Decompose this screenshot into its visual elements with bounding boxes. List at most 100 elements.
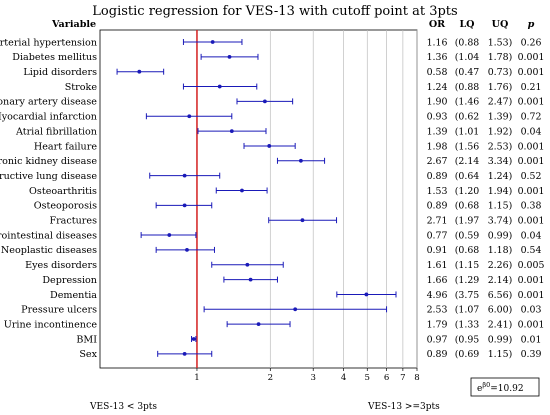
p-value: 0.001	[518, 216, 545, 227]
x-tick-label: 6	[384, 373, 389, 383]
row-label: Atrial fibrillation	[15, 126, 97, 137]
or-point	[185, 248, 189, 252]
uq-column-header: UQ	[492, 19, 509, 30]
row-label: Gastrointestinal diseases	[0, 230, 97, 241]
uq-value: 0.99)	[488, 230, 513, 241]
lq-value: (1.97	[455, 216, 480, 227]
row-label: Diabetes mellitus	[12, 52, 97, 63]
or-value: 1.39	[427, 126, 448, 137]
row-label: Stroke	[65, 82, 98, 93]
x-tick-label: 5	[365, 373, 370, 383]
or-point	[191, 337, 196, 341]
or-point	[240, 188, 244, 193]
lq-value: (0.68	[455, 245, 480, 256]
table-row: Heart failure 1.98 (1.56 2.53) 0.001	[34, 141, 545, 152]
or-point	[364, 292, 369, 297]
p-value: 0.001	[518, 67, 545, 78]
row-label: Depression	[42, 275, 97, 286]
x-tick-label: 3	[310, 373, 315, 383]
p-value: 0.72	[521, 112, 542, 123]
p-value: 0.04	[521, 126, 542, 137]
p-value: 0.001	[518, 275, 545, 286]
or-column-header: OR	[429, 19, 446, 30]
or-point	[167, 233, 172, 237]
row-label: Eyes disorders	[25, 260, 97, 271]
or-value: 0.77	[427, 230, 448, 241]
p-value: 0.04	[521, 230, 542, 241]
uq-value: 6.56)	[488, 290, 513, 301]
row-label: Myocardial infarction	[0, 112, 97, 123]
table-row: Diabetes mellitus 1.36 (1.04 1.78) 0.001	[12, 52, 544, 63]
lq-value: (0.69	[455, 349, 480, 360]
intercept-box: eβ0=10.92	[470, 377, 540, 397]
row-label: Dementia	[50, 290, 97, 301]
uq-value: 1.24)	[488, 171, 513, 182]
table-row: Osteoarthritis 1.53 (1.20 1.94) 0.001	[29, 186, 544, 197]
table-row: Depression 1.66 (1.29 2.14) 0.001	[42, 275, 544, 286]
or-value: 2.71	[427, 216, 448, 227]
p-value: 0.03	[521, 305, 542, 316]
rows: Arterial hypertension 1.16 (0.88 1.53) 0.26 D…	[0, 37, 544, 360]
uq-value: 1.94)	[488, 186, 513, 197]
row-label: Heart failure	[34, 141, 97, 152]
lq-value: (1.46	[455, 97, 480, 108]
or-value: 0.89	[427, 201, 448, 212]
or-point	[229, 129, 234, 134]
or-point	[182, 203, 187, 208]
p-value: 0.38	[521, 201, 542, 212]
or-value: 0.89	[427, 349, 448, 360]
p-value: 0.01	[521, 334, 542, 345]
uq-value: 1.92)	[488, 126, 513, 137]
row-label: BMI	[76, 334, 97, 345]
row-label: Lipid disorders	[23, 67, 97, 78]
uq-value: 2.53)	[488, 141, 513, 152]
or-value: 1.16	[427, 37, 448, 48]
p-value: 0.005	[518, 260, 545, 271]
lq-value: (0.47	[455, 67, 480, 78]
lq-column-header: LQ	[459, 19, 474, 30]
p-value: 0.001	[518, 319, 545, 330]
row-label: Chronic kidney disease	[0, 156, 97, 167]
row-label: Obstructive lung disease	[0, 171, 97, 182]
lq-value: (1.15	[455, 260, 480, 271]
or-value: 2.67	[427, 156, 448, 167]
p-value: 0.001	[518, 186, 545, 197]
lq-value: (0.59	[455, 230, 480, 241]
uq-value: 2.47)	[488, 97, 513, 108]
table-row: Urine incontinence 1.79 (1.33 2.41) 0.001	[4, 319, 545, 330]
uq-value: 2.41)	[488, 319, 513, 330]
or-value: 0.91	[427, 245, 448, 256]
lq-value: (1.33	[455, 319, 480, 330]
row-label: Pressure ulcers	[21, 305, 97, 316]
row-label: Osteoarthritis	[29, 186, 97, 197]
row-label: Arterial hypertension	[0, 37, 97, 48]
footer-right-label: VES-13 >=3pts	[367, 402, 440, 412]
table-row: Fractures 2.71 (1.97 3.74) 0.001	[49, 216, 544, 227]
table-row: Obstructive lung disease 0.89 (0.64 1.24) 0.…	[0, 171, 541, 182]
or-point	[248, 277, 253, 282]
or-point	[298, 158, 303, 163]
table-row: Chronic kidney disease 2.67 (2.14 3.34) 0.00…	[0, 156, 544, 167]
p-value: 0.52	[521, 171, 542, 182]
uq-value: 1.15)	[488, 201, 513, 212]
table-row: Coronary artery disease 1.90 (1.46 2.47) 0.0…	[0, 97, 544, 108]
or-point	[245, 262, 250, 267]
lq-value: (2.14	[455, 156, 480, 167]
table-row: Pressure ulcers 2.53 (1.07 6.00) 0.03	[21, 305, 541, 316]
or-value: 1.98	[427, 141, 448, 152]
x-tick-label: 4	[341, 373, 347, 383]
or-value: 1.53	[427, 186, 448, 197]
or-point	[227, 54, 232, 59]
p-value: 0.001	[518, 97, 545, 108]
uq-value: 1.78)	[488, 52, 513, 63]
table-row: Osteoporosis 0.89 (0.68 1.15) 0.38	[34, 201, 542, 212]
row-label: Osteoporosis	[34, 201, 97, 212]
or-value: 0.58	[427, 67, 448, 78]
row-label: Urine incontinence	[4, 319, 98, 330]
lq-value: (1.04	[455, 52, 480, 63]
uq-value: 1.18)	[488, 245, 513, 256]
or-point	[262, 99, 267, 104]
p-column-header: p	[528, 19, 535, 30]
